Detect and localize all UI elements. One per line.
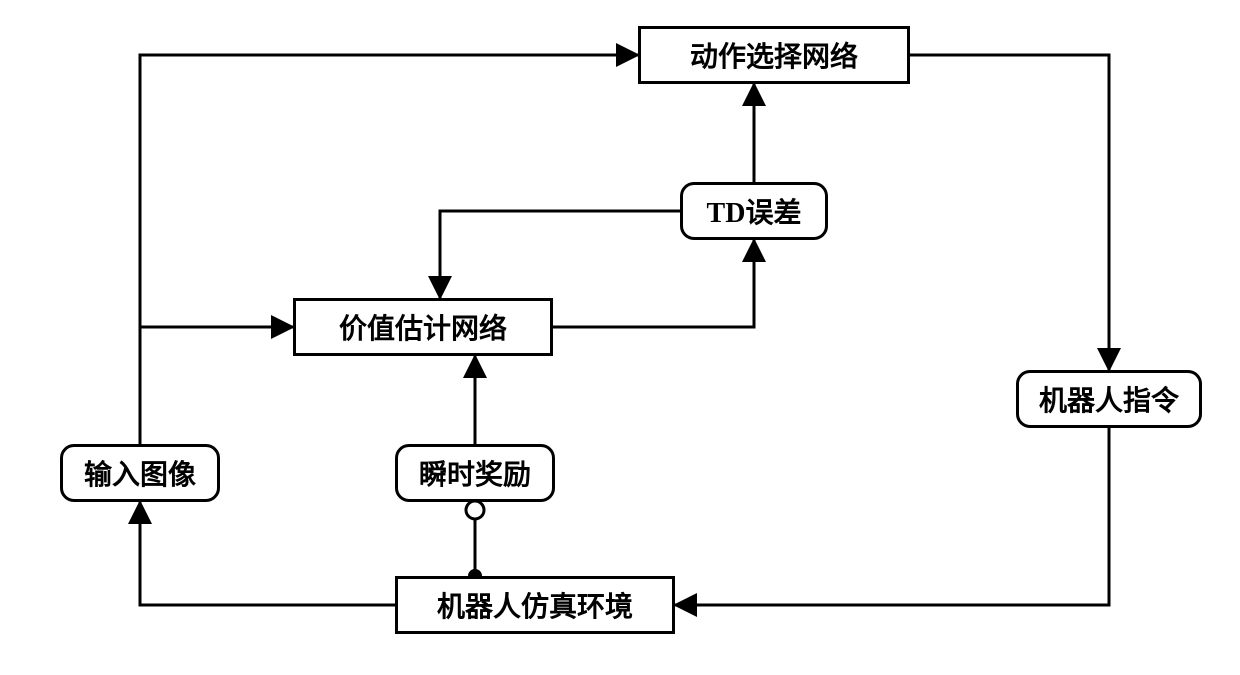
node-label: TD误差: [707, 191, 802, 231]
diagram-canvas: 动作选择网络 TD误差 价值估计网络 机器人指令 输入图像 瞬时奖励 机器人仿真…: [0, 0, 1240, 675]
node-label: 价值估计网络: [339, 307, 507, 347]
node-robot-sim-environment: 机器人仿真环境: [395, 576, 675, 634]
edge-input-to-action: [140, 55, 638, 444]
edge-action-to-cmd: [910, 55, 1109, 370]
node-action-selection-network: 动作选择网络: [638, 26, 910, 84]
node-input-image: 输入图像: [60, 444, 220, 502]
edge-td-to-value: [440, 211, 680, 298]
node-value-estimation-network: 价值估计网络: [293, 298, 553, 356]
edges-layer: [0, 0, 1240, 675]
node-label: 输入图像: [84, 453, 196, 493]
edge-value-to-td: [553, 240, 754, 327]
node-label: 机器人仿真环境: [437, 585, 633, 625]
edge-cmd-to-sim: [675, 428, 1109, 605]
node-robot-command: 机器人指令: [1016, 370, 1202, 428]
edge-sim-to-input: [140, 502, 395, 605]
hollow-dot-icon: [466, 501, 484, 519]
node-label: 机器人指令: [1039, 379, 1179, 419]
node-instant-reward: 瞬时奖励: [395, 444, 555, 502]
node-label: 动作选择网络: [690, 35, 858, 75]
node-td-error: TD误差: [680, 182, 828, 240]
node-label: 瞬时奖励: [419, 453, 531, 493]
